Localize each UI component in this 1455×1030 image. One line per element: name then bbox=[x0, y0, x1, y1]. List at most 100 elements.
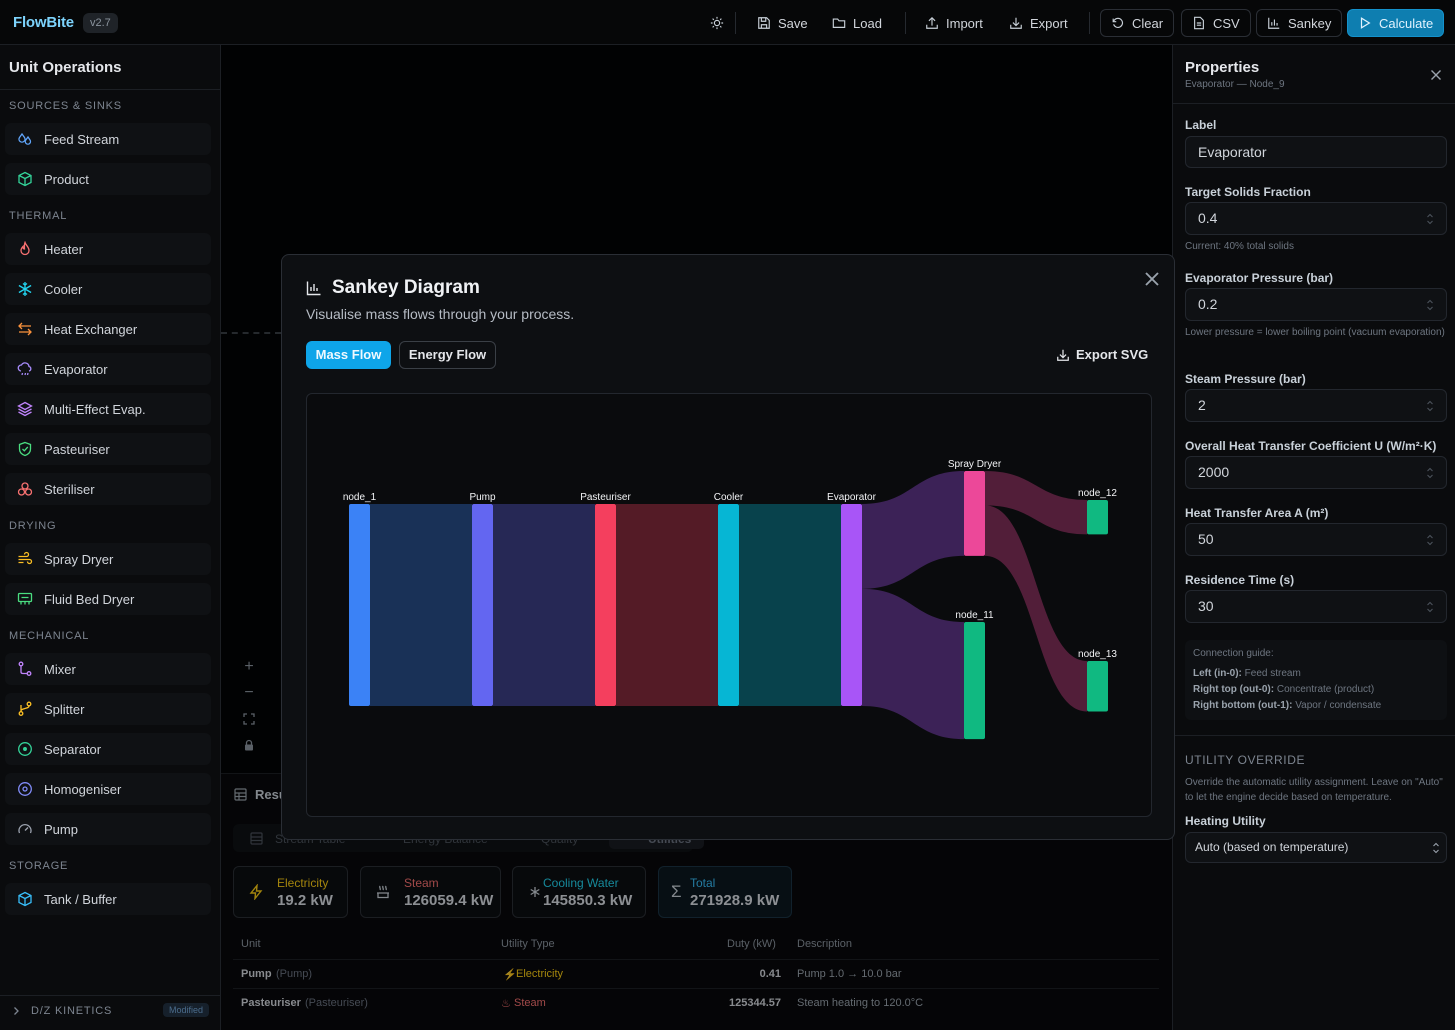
sidebar-item-evaporator[interactable]: Evaporator bbox=[5, 353, 211, 385]
sidebar-item-heat-exchanger[interactable]: Heat Exchanger bbox=[5, 313, 211, 345]
sankey-node[interactable] bbox=[349, 504, 370, 706]
arrows-exchange-icon bbox=[18, 322, 32, 336]
sankey-link bbox=[862, 588, 964, 740]
sankey-node-label: Spray Dryer bbox=[948, 459, 1002, 470]
steam-pressure-input[interactable]: 2 bbox=[1185, 389, 1447, 422]
zoom-out-button[interactable]: − bbox=[236, 681, 262, 705]
zap-icon bbox=[249, 884, 263, 900]
sankey-node[interactable] bbox=[595, 504, 616, 706]
guide-key: Right bottom (out-1): bbox=[1193, 700, 1293, 711]
sidebar-item-feed-stream[interactable]: Feed Stream bbox=[5, 123, 211, 155]
target-solids-input[interactable]: 0.4 bbox=[1185, 202, 1447, 235]
lock-button[interactable] bbox=[236, 733, 262, 757]
label-input[interactable]: Evaporator bbox=[1185, 136, 1447, 168]
section-storage: STORAGE bbox=[9, 860, 69, 872]
flame-icon bbox=[20, 241, 30, 256]
section-thermal: THERMAL bbox=[9, 210, 68, 222]
sankey-node[interactable] bbox=[472, 504, 493, 706]
load-button[interactable]: Load bbox=[822, 9, 892, 37]
mass-flow-tab[interactable]: Mass Flow bbox=[306, 341, 391, 369]
sankey-button[interactable]: Sankey bbox=[1256, 9, 1343, 37]
sidebar-item-homogeniser[interactable]: Homogeniser bbox=[5, 773, 211, 805]
modal-title: Sankey Diagram bbox=[332, 277, 480, 298]
package-icon bbox=[18, 171, 32, 187]
sidebar-item-steriliser[interactable]: Steriliser bbox=[5, 473, 211, 505]
dz-kinetics-panel[interactable]: D/Z KINETICS Modified bbox=[0, 995, 220, 1025]
sidebar-item-label: Cooler bbox=[44, 281, 83, 297]
save-button[interactable]: Save bbox=[747, 9, 818, 37]
sidebar-item-spray-dryer[interactable]: Spray Dryer bbox=[5, 543, 211, 575]
zoom-in-button[interactable]: + bbox=[236, 655, 262, 679]
utility-override-heading: UTILITY OVERRIDE bbox=[1185, 753, 1306, 767]
export-svg-button[interactable]: Export SVG bbox=[1056, 347, 1148, 362]
fit-view-button[interactable] bbox=[236, 707, 262, 731]
u-coefficient-input[interactable]: 2000 bbox=[1185, 456, 1447, 489]
droplets-icon bbox=[18, 132, 32, 145]
calculate-label: Calculate bbox=[1379, 15, 1434, 31]
clear-button[interactable]: Clear bbox=[1100, 9, 1175, 37]
calculate-button[interactable]: Calculate bbox=[1347, 9, 1445, 37]
sidebar-item-splitter[interactable]: Splitter bbox=[5, 693, 211, 725]
connection-guide: Connection guide: Left (in-0): Feed stre… bbox=[1185, 640, 1447, 720]
heat-transfer-area-input[interactable]: 50 bbox=[1185, 523, 1447, 556]
properties-panel: Properties Evaporator — Node_9 Label Eva… bbox=[1172, 45, 1455, 1030]
sidebar-item-pasteuriser[interactable]: Pasteuriser bbox=[5, 433, 211, 465]
sankey-link bbox=[739, 504, 841, 706]
close-icon[interactable] bbox=[1144, 271, 1160, 287]
sidebar-item-tank-buffer[interactable]: Tank / Buffer bbox=[5, 883, 211, 915]
steam-icon bbox=[377, 885, 389, 899]
layers-icon bbox=[17, 401, 33, 417]
sidebar-item-multi-effect-evap[interactable]: Multi-Effect Evap. bbox=[5, 393, 211, 425]
save-icon bbox=[758, 17, 770, 29]
wind-icon bbox=[18, 551, 33, 565]
guide-key: Right top (out-0): bbox=[1193, 684, 1275, 695]
energy-flow-tab[interactable]: Energy Flow bbox=[399, 341, 496, 369]
sidebar-item-heater[interactable]: Heater bbox=[5, 233, 211, 265]
disc-icon bbox=[18, 782, 32, 796]
total-card: Σ Total 271928.9 kW bbox=[658, 866, 792, 918]
cloud-rain-icon bbox=[17, 362, 32, 376]
csv-button[interactable]: CSV bbox=[1181, 9, 1251, 37]
evaporator-pressure-input[interactable]: 0.2 bbox=[1185, 288, 1447, 321]
zap-icon: ⚡ bbox=[503, 969, 517, 981]
import-label: Import bbox=[946, 15, 983, 31]
export-svg-label: Export SVG bbox=[1076, 347, 1149, 362]
close-icon[interactable] bbox=[1430, 69, 1442, 81]
heating-utility-select[interactable]: Auto (based on temperature) bbox=[1185, 832, 1447, 863]
sidebar-item-label: Product bbox=[44, 171, 89, 187]
save-label: Save bbox=[778, 15, 808, 31]
export-button[interactable]: Export bbox=[999, 9, 1078, 37]
sankey-node[interactable] bbox=[718, 504, 739, 706]
column-header-duty: Duty (kW) bbox=[727, 938, 776, 950]
column-header-description: Description bbox=[797, 938, 853, 950]
sidebar-item-label: Homogeniser bbox=[44, 781, 122, 797]
sidebar-item-cooler[interactable]: Cooler bbox=[5, 273, 211, 305]
sidebar-item-label: Feed Stream bbox=[44, 131, 120, 147]
card-label: Cooling Water bbox=[543, 876, 619, 890]
sankey-node[interactable] bbox=[964, 471, 985, 556]
sidebar-item-label: Pump bbox=[44, 821, 78, 837]
tsf-field-label: Target Solids Fraction bbox=[1185, 185, 1311, 199]
sidebar-item-separator[interactable]: Separator bbox=[5, 733, 211, 765]
residence-time-input[interactable]: 30 bbox=[1185, 590, 1447, 623]
sidebar-item-pump[interactable]: Pump bbox=[5, 813, 211, 845]
sankey-node[interactable] bbox=[1087, 661, 1108, 712]
target-icon bbox=[18, 742, 32, 756]
sankey-node[interactable] bbox=[841, 504, 862, 706]
guide-line: Right bottom (out-1): Vapor / condensate bbox=[1193, 700, 1381, 711]
download-icon bbox=[1057, 349, 1069, 361]
sidebar-item-product[interactable]: Product bbox=[5, 163, 211, 195]
import-button[interactable]: Import bbox=[915, 9, 993, 37]
sankey-link bbox=[985, 471, 1087, 535]
sidebar-item-mixer[interactable]: Mixer bbox=[5, 653, 211, 685]
divider bbox=[1173, 103, 1455, 104]
sankey-node[interactable] bbox=[964, 622, 985, 740]
theme-toggle-button[interactable] bbox=[700, 9, 734, 37]
minus-icon: − bbox=[244, 684, 254, 701]
gauge-icon bbox=[18, 823, 32, 834]
sankey-node[interactable] bbox=[1087, 500, 1108, 535]
steam-field-label: Steam Pressure (bar) bbox=[1185, 372, 1306, 386]
sidebar-item-fluid-bed-dryer[interactable]: Fluid Bed Dryer bbox=[5, 583, 211, 615]
section-mechanical: MECHANICAL bbox=[9, 630, 90, 642]
folder-icon bbox=[832, 18, 846, 28]
